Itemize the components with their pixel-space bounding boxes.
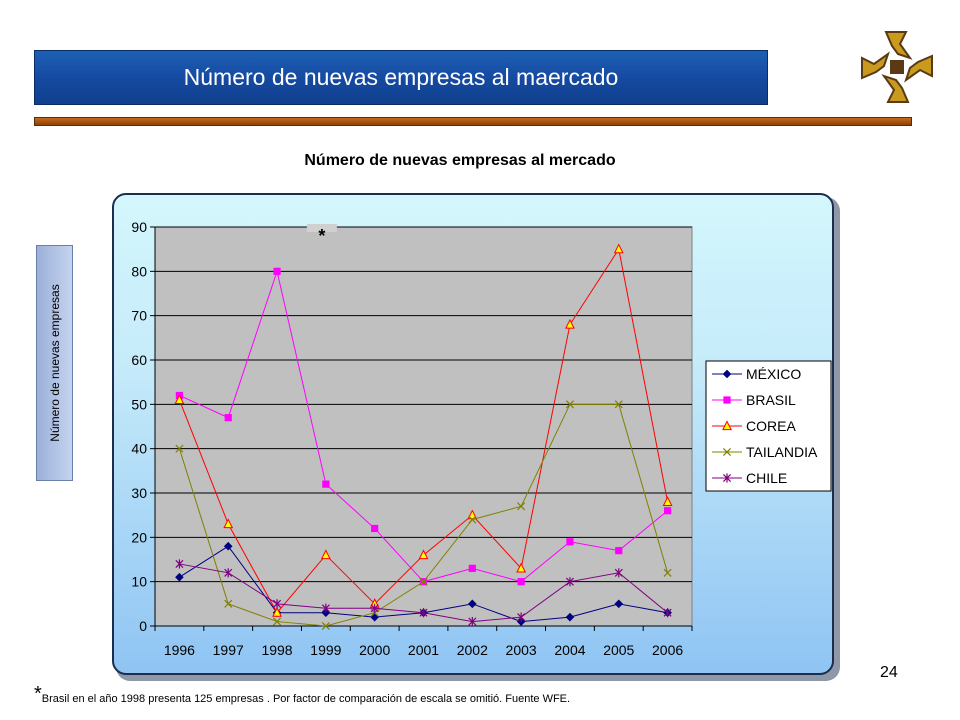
legend-swatch-marker	[722, 420, 732, 431]
series-point	[615, 547, 623, 555]
series-point	[516, 562, 527, 573]
series-point	[468, 515, 477, 524]
series-point	[320, 549, 331, 560]
y-axis-label-box: Número de nuevas empresas	[36, 245, 73, 481]
y-tick-label: 30	[131, 485, 147, 501]
series-point	[175, 559, 184, 569]
series-point	[419, 608, 428, 618]
legend-entry: BRASIL	[746, 392, 796, 408]
footnote-text: Brasil en el año 1998 presenta 125 empre…	[41, 693, 571, 705]
legend-swatch-marker	[722, 447, 732, 457]
y-tick-label: 20	[131, 529, 147, 545]
series-point	[613, 243, 624, 254]
series-point	[566, 538, 574, 546]
series-point	[663, 507, 672, 515]
series-point	[224, 414, 232, 422]
series-point	[468, 616, 477, 627]
series-point	[418, 549, 429, 560]
slide-title: Número de nuevas empresas al maercado	[183, 64, 619, 90]
chart-title: Número de nuevas empresas al mercado	[304, 152, 616, 169]
y-tick-label: 0	[139, 618, 147, 634]
series-point	[517, 612, 526, 622]
header-rule-bar	[34, 117, 912, 126]
series-point	[175, 444, 184, 453]
series-point	[175, 572, 184, 582]
y-tick-label: 50	[131, 396, 147, 412]
series-point	[371, 524, 379, 533]
footnote-marker: *	[34, 683, 42, 705]
x-tick-label: 2005	[603, 642, 634, 658]
institution-logo-icon	[861, 31, 933, 103]
series-point	[273, 617, 282, 626]
logo-center	[890, 60, 904, 74]
legend-entry: TAILANDIA	[746, 444, 818, 460]
plot-area	[154, 226, 693, 627]
logo-petal-left	[861, 51, 890, 80]
series-point	[273, 599, 282, 609]
logo-petal-right	[904, 54, 933, 83]
series-point	[614, 400, 623, 409]
y-tick-label: 10	[131, 574, 147, 590]
x-tick-label: 2006	[652, 642, 683, 658]
y-tick-label: 60	[131, 352, 147, 368]
legend-swatch-marker	[723, 396, 731, 404]
series-point	[321, 603, 330, 613]
series-point	[565, 612, 575, 622]
series-point	[565, 400, 574, 409]
logo-petal-bottom	[881, 74, 910, 103]
series-point	[565, 577, 574, 587]
x-tick-label: 1999	[310, 642, 341, 658]
series-point	[272, 606, 282, 617]
legend-entry: CHILE	[746, 470, 787, 486]
series-point	[468, 564, 476, 572]
series-point	[663, 608, 672, 618]
y-tick-label: 70	[131, 308, 147, 324]
legend-swatch-marker	[722, 473, 732, 483]
series-point	[517, 578, 525, 586]
series-point	[322, 480, 330, 488]
series-point	[273, 267, 281, 275]
annotation-background	[306, 224, 337, 232]
series-point	[224, 568, 233, 578]
series-point	[223, 518, 234, 529]
series-point	[419, 577, 428, 586]
slide-title-banner: Número de nuevas empresas al maercado	[34, 50, 768, 105]
series	[175, 559, 672, 627]
page-number: 24	[880, 664, 898, 681]
footnote: *Brasil en el año 1998 presenta 125 empr…	[34, 683, 571, 708]
x-tick-label: 2000	[359, 642, 390, 658]
series-point	[174, 394, 185, 404]
x-tick-label: 2001	[408, 642, 439, 658]
legend-swatch-marker	[722, 369, 732, 379]
x-tick-label: 1998	[261, 642, 292, 658]
chart-annotation: *	[318, 226, 325, 246]
series-point	[517, 502, 526, 511]
legend-entry: COREA	[746, 418, 796, 434]
x-tick-label: 2003	[506, 642, 537, 658]
x-tick-label: 1997	[213, 642, 244, 658]
series-point	[321, 621, 330, 631]
series-point	[565, 318, 575, 329]
series	[174, 243, 673, 617]
x-tick-label: 1996	[164, 642, 195, 658]
x-tick-label: 2004	[554, 642, 585, 658]
logo-petal-top	[884, 31, 913, 60]
y-tick-label: 40	[131, 441, 147, 457]
series-point	[224, 599, 233, 608]
series-point	[662, 496, 673, 506]
x-tick-label: 2002	[457, 642, 488, 658]
series-point	[614, 568, 623, 578]
series-point	[370, 603, 379, 613]
series-point	[468, 599, 477, 609]
legend-entry: MÉXICO	[746, 366, 801, 382]
y-tick-label: 80	[131, 263, 147, 279]
series-point	[663, 568, 672, 577]
series-point	[614, 599, 624, 609]
series-point	[223, 541, 233, 551]
y-tick-label: 90	[131, 219, 147, 235]
